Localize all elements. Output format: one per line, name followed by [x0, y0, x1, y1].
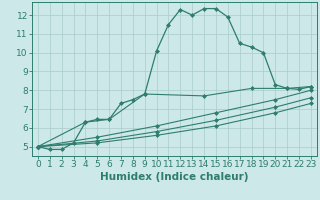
X-axis label: Humidex (Indice chaleur): Humidex (Indice chaleur) [100, 172, 249, 182]
